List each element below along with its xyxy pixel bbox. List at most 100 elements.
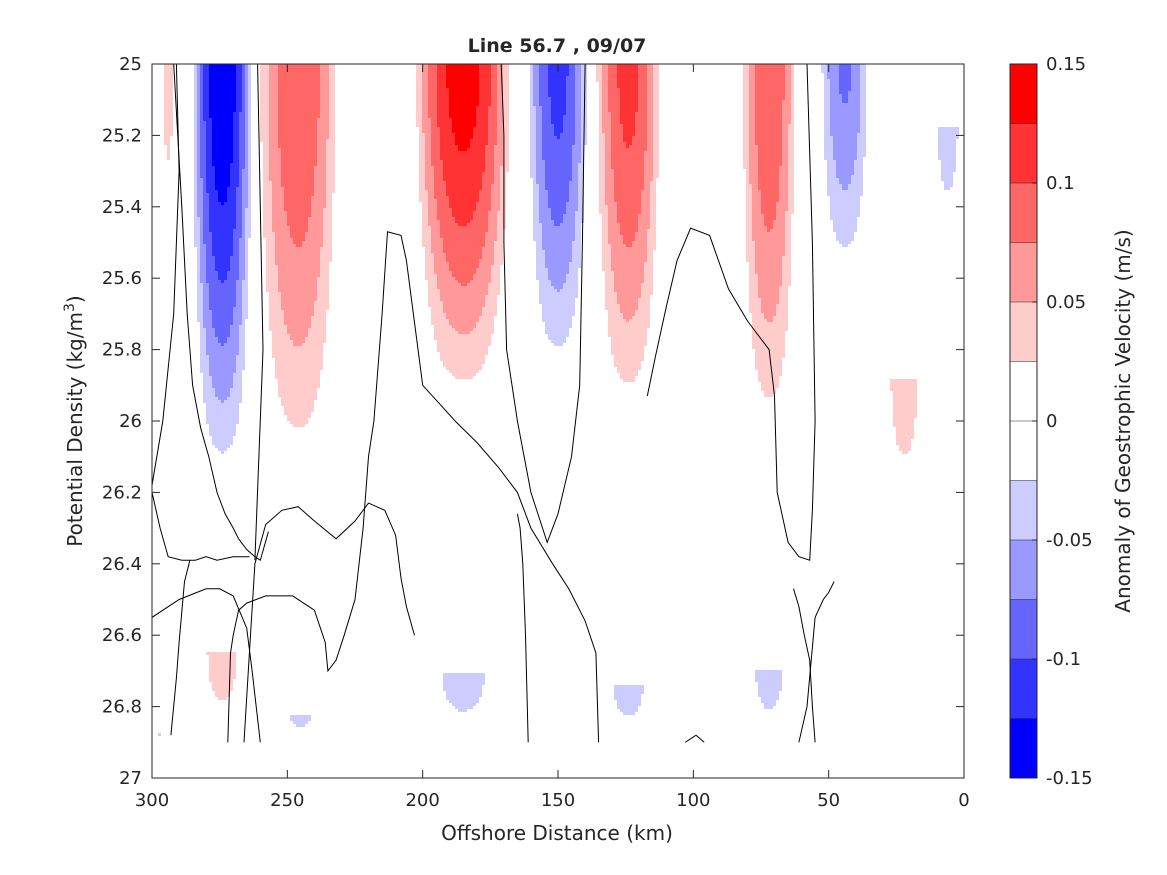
heatmap-cell	[317, 157, 326, 160]
heatmap-cell	[857, 145, 866, 148]
heatmap-cell	[449, 94, 479, 97]
heatmap-cell	[326, 163, 335, 166]
heatmap-cell	[638, 226, 650, 229]
heatmap-cell	[614, 289, 641, 292]
heatmap-cell	[626, 145, 629, 148]
heatmap-cell	[449, 196, 479, 199]
heatmap-cell	[860, 100, 866, 103]
heatmap-cell	[785, 97, 791, 100]
heatmap-cell	[755, 97, 785, 100]
heatmap-cell	[854, 163, 863, 166]
heatmap-cell	[272, 199, 284, 202]
heatmap-cell	[281, 307, 314, 310]
heatmap-cell	[575, 118, 581, 121]
heatmap-cell	[440, 292, 488, 295]
heatmap-cell	[323, 214, 332, 217]
heatmap-cell	[644, 262, 653, 265]
heatmap-cell	[197, 118, 200, 121]
heatmap-cell	[203, 190, 206, 193]
heatmap-cell	[542, 229, 575, 232]
heatmap-cell	[638, 223, 650, 226]
heatmap-cell	[275, 361, 323, 364]
heatmap-cell	[209, 295, 236, 298]
heatmap-cell	[272, 346, 323, 349]
heatmap-cell	[755, 133, 782, 136]
heatmap-cell	[581, 97, 587, 100]
heatmap-cell	[242, 319, 245, 322]
heatmap-cell	[248, 154, 251, 157]
heatmap-cell	[206, 136, 212, 139]
heatmap-cell	[422, 82, 428, 85]
heatmap-cell	[536, 124, 542, 127]
heatmap-cell	[791, 79, 794, 82]
heatmap-cell	[320, 91, 329, 94]
heatmap-cell	[647, 91, 653, 94]
heatmap-cell	[260, 94, 269, 97]
heatmap-cell	[758, 160, 782, 163]
heatmap-cell	[494, 244, 503, 247]
heatmap-cell	[233, 322, 242, 325]
heatmap-cell	[497, 133, 503, 136]
heatmap-cell	[830, 85, 839, 88]
heatmap-cell	[194, 166, 197, 169]
heatmap-cell	[320, 76, 329, 79]
heatmap-cell	[743, 88, 749, 91]
heatmap-cell	[602, 262, 611, 265]
heatmap-cell	[473, 217, 488, 220]
heatmap-cell	[203, 301, 209, 304]
heatmap-cell	[533, 85, 539, 88]
heatmap-cell	[638, 103, 647, 106]
heatmap-cell	[575, 91, 581, 94]
colorbar-swatch	[1010, 540, 1037, 600]
heatmap-cell	[893, 415, 917, 418]
heatmap-cell	[233, 112, 239, 115]
heatmap-cell	[605, 274, 614, 277]
heatmap-cell	[278, 91, 320, 94]
heatmap-cell	[200, 250, 206, 253]
heatmap-cell	[428, 196, 434, 199]
heatmap-cell	[200, 154, 206, 157]
heatmap-cell	[536, 136, 542, 139]
x-tick-label: 100	[676, 790, 710, 811]
x-axis: 300 250 200 150 100 50 0	[135, 64, 970, 811]
zero-contour-line	[254, 64, 264, 561]
heatmap-cell	[860, 73, 866, 76]
heatmap-cell	[755, 250, 785, 253]
heatmap-cell	[200, 370, 209, 373]
heatmap-cell	[530, 76, 533, 79]
heatmap-cell	[212, 247, 233, 250]
heatmap-cell	[605, 133, 611, 136]
heatmap-cell	[854, 172, 863, 175]
heatmap-cell	[215, 256, 230, 259]
heatmap-cell	[647, 79, 653, 82]
heatmap-cell	[755, 127, 782, 130]
heatmap-cell	[533, 79, 539, 82]
heatmap-cell	[455, 277, 473, 280]
heatmap-cell	[212, 325, 230, 328]
heatmap-cell	[194, 130, 197, 133]
heatmap-cell	[194, 235, 200, 238]
heatmap-cell	[200, 106, 203, 109]
heatmap-cell	[791, 97, 794, 100]
heatmap-cell	[212, 379, 233, 382]
heatmap-cell	[272, 223, 287, 226]
heatmap-cell	[755, 349, 785, 352]
heatmap-cell	[227, 340, 239, 343]
heatmap-cell	[245, 256, 248, 259]
heatmap-cell	[269, 115, 278, 118]
heatmap-cell	[434, 166, 443, 169]
heatmap-cell	[827, 178, 839, 181]
heatmap-cell	[446, 316, 479, 319]
heatmap-cell	[530, 112, 536, 115]
heatmap-cell	[860, 70, 866, 73]
heatmap-cell	[437, 121, 452, 124]
heatmap-cell	[653, 118, 659, 121]
heatmap-cell	[320, 73, 329, 76]
heatmap-cell	[203, 205, 209, 208]
heatmap-cell	[209, 79, 236, 82]
heatmap-cell	[422, 85, 428, 88]
heatmap-cell	[485, 298, 497, 301]
heatmap-cell	[416, 91, 422, 94]
heatmap-cell	[782, 256, 791, 259]
heatmap-cell	[203, 397, 218, 400]
